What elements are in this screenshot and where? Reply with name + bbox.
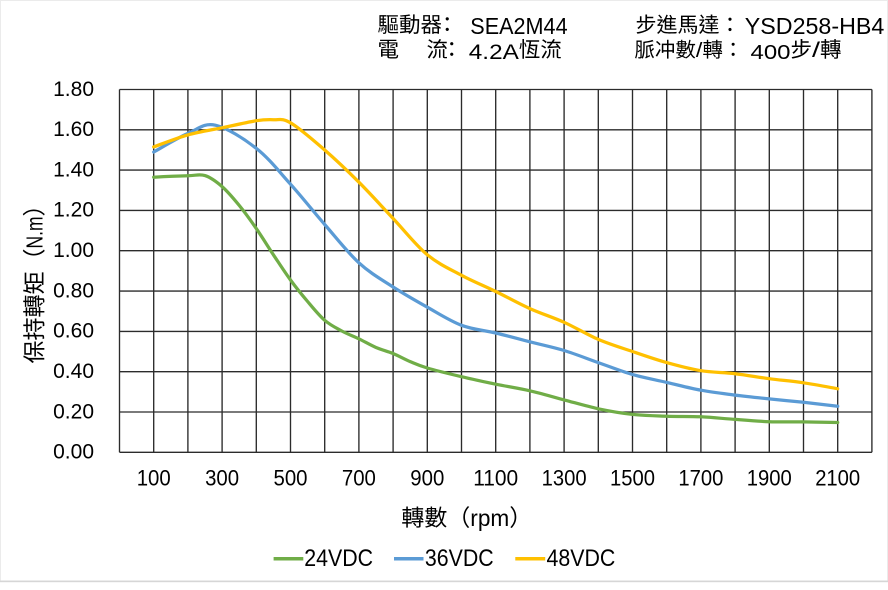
svg-text:4.2A: 4.2A [469, 40, 520, 64]
svg-text:1500: 1500 [610, 466, 655, 491]
svg-text:SEA2M44: SEA2M44 [470, 13, 567, 39]
svg-text:1100: 1100 [473, 466, 518, 491]
svg-text:1.40: 1.40 [53, 158, 94, 181]
svg-text:1.20: 1.20 [53, 199, 94, 222]
svg-text:0.40: 0.40 [53, 360, 94, 383]
svg-text:36VDC: 36VDC [425, 545, 494, 572]
svg-text:1.00: 1.00 [53, 239, 94, 262]
svg-text:/: / [812, 38, 820, 62]
svg-text:700: 700 [342, 466, 376, 491]
svg-text:1.60: 1.60 [53, 118, 94, 141]
svg-text:1300: 1300 [542, 466, 587, 491]
svg-text:400: 400 [751, 41, 791, 64]
svg-text:/: / [696, 39, 703, 62]
svg-text:0.60: 0.60 [53, 320, 94, 343]
svg-text:0.80: 0.80 [53, 279, 94, 302]
svg-text:N.m: N.m [22, 217, 48, 249]
svg-text:YSD258-HB4: YSD258-HB4 [745, 13, 885, 39]
svg-text:1.80: 1.80 [53, 78, 94, 101]
svg-text:500: 500 [274, 466, 308, 491]
svg-text:1700: 1700 [678, 466, 723, 491]
svg-text:2100: 2100 [815, 466, 860, 491]
svg-text:300: 300 [205, 466, 239, 491]
svg-text:1900: 1900 [747, 466, 792, 491]
svg-text:100: 100 [137, 466, 171, 491]
svg-text:24VDC: 24VDC [304, 545, 373, 572]
svg-text:0.00: 0.00 [53, 441, 94, 464]
svg-text:48VDC: 48VDC [547, 545, 616, 572]
svg-text:0.20: 0.20 [53, 400, 94, 423]
svg-text:rpm: rpm [470, 505, 509, 531]
svg-text:900: 900 [410, 466, 444, 491]
